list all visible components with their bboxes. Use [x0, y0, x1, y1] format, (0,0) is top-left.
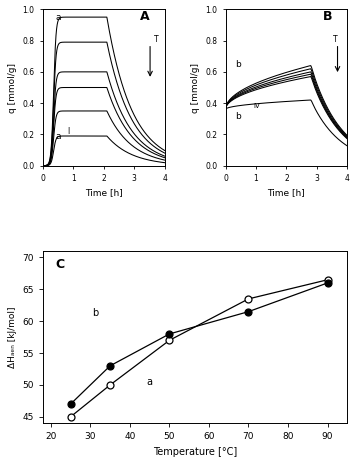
- Text: T: T: [154, 35, 158, 44]
- Y-axis label: q [mmol/g]: q [mmol/g]: [190, 62, 199, 113]
- Y-axis label: q [mmol/g]: q [mmol/g]: [8, 62, 17, 113]
- Text: A: A: [140, 10, 150, 23]
- Text: a: a: [55, 132, 61, 141]
- Text: a: a: [146, 377, 153, 387]
- Text: b: b: [235, 112, 241, 121]
- Text: IV: IV: [253, 103, 260, 109]
- Text: C: C: [55, 259, 64, 271]
- X-axis label: Time [h]: Time [h]: [85, 189, 123, 198]
- X-axis label: Temperature [°C]: Temperature [°C]: [153, 447, 237, 457]
- Y-axis label: ΔHₐₑₙ [kJ/mol]: ΔHₐₑₙ [kJ/mol]: [8, 306, 17, 368]
- Text: a: a: [55, 13, 61, 22]
- Text: I: I: [67, 126, 69, 136]
- X-axis label: Time [h]: Time [h]: [267, 189, 305, 198]
- Text: b: b: [235, 60, 241, 69]
- Text: b: b: [92, 308, 98, 319]
- Text: B: B: [323, 10, 333, 23]
- Text: T: T: [333, 35, 337, 44]
